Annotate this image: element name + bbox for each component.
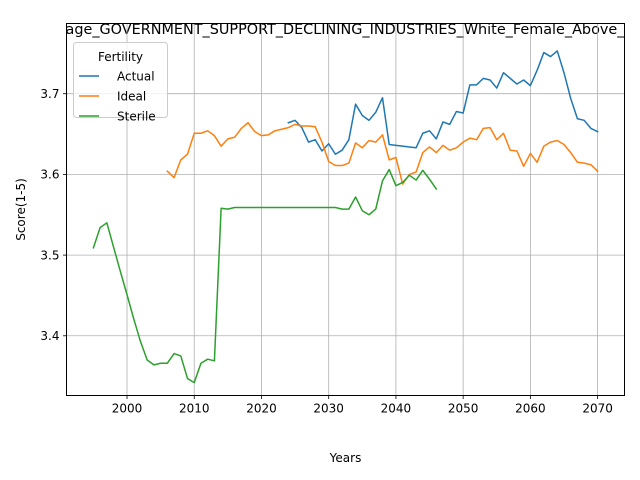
x-tick-label: 2040 xyxy=(381,402,412,416)
legend-box xyxy=(73,42,168,118)
x-tick-label: 2070 xyxy=(582,402,613,416)
legend-label-ideal: Ideal xyxy=(117,89,146,103)
series-group xyxy=(92,50,599,384)
legend: Fertility Actual Ideal Sterile xyxy=(73,42,168,123)
x-tick-label: 2000 xyxy=(112,402,143,416)
y-tick-label: 3.4 xyxy=(40,329,59,343)
x-tick-label: 2050 xyxy=(448,402,479,416)
series-line-sterile xyxy=(92,168,438,384)
legend-entries: Actual Ideal Sterile xyxy=(79,69,156,123)
y-tick-label: 3.6 xyxy=(40,168,59,182)
plot-frame xyxy=(66,23,625,396)
legend-label-actual: Actual xyxy=(117,69,155,83)
series-line-ideal xyxy=(166,122,599,185)
series-line-actual xyxy=(287,50,599,155)
y-tick-label: 3.7 xyxy=(40,87,59,101)
axes: 2000 2010 2020 2030 2040 2050 2060 2070 3.4 3.5 3.… xyxy=(40,87,612,415)
x-tick-label: 2030 xyxy=(313,402,344,416)
x-tick-label: 2060 xyxy=(515,402,546,416)
x-tick-label: 2010 xyxy=(179,402,210,416)
y-axis-label: Score(1-5) xyxy=(14,178,28,241)
legend-label-sterile: Sterile xyxy=(117,109,156,123)
y-tick-label: 3.5 xyxy=(40,248,59,262)
legend-title: Fertility xyxy=(98,50,143,64)
x-tick-label: 2020 xyxy=(246,402,277,416)
chart-title: age_GOVERNMENT_SUPPORT_DECLINING_INDUSTR… xyxy=(66,22,626,38)
x-axis-label: Years xyxy=(329,451,362,465)
grid xyxy=(66,23,625,396)
